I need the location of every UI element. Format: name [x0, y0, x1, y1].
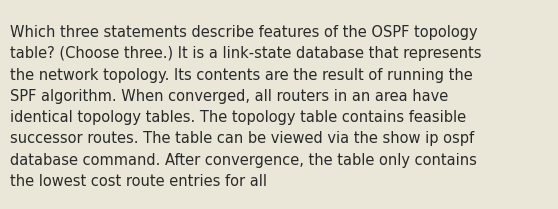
Text: Which three statements describe features of the OSPF topology
table? (Choose thr: Which three statements describe features…: [10, 25, 482, 189]
